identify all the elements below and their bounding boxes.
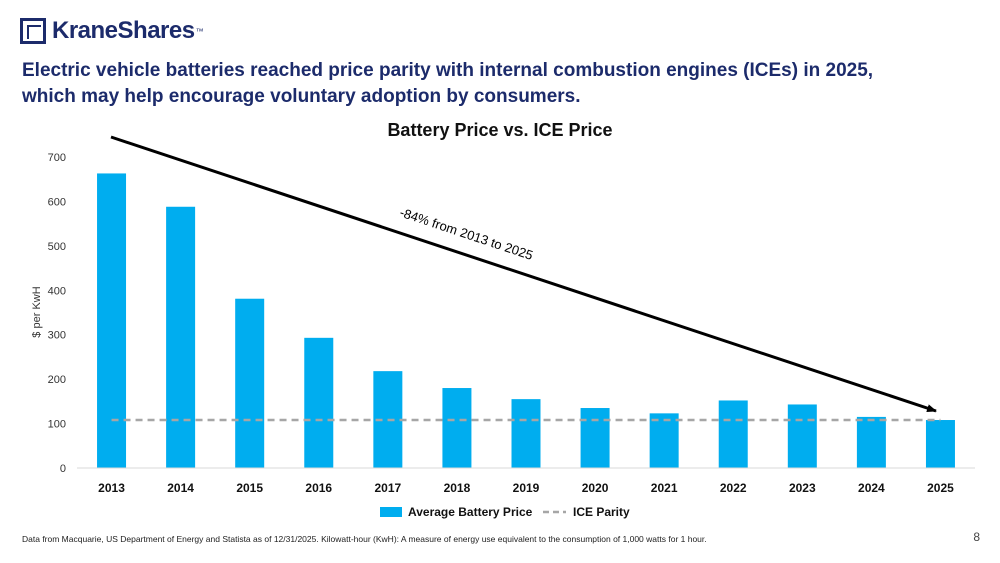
y-tick-label: 600: [48, 196, 66, 208]
x-tick-label: 2017: [374, 481, 401, 495]
bar-2018: [442, 388, 472, 468]
page-number: 8: [973, 530, 980, 544]
bar-2016: [304, 337, 334, 468]
kraneshares-logo: KraneShares ™: [20, 14, 204, 48]
legend-bar-label: Average Battery Price: [408, 505, 533, 519]
y-tick-label: 200: [48, 374, 66, 386]
y-tick-label: 400: [48, 285, 66, 297]
legend-bar-swatch: [380, 507, 402, 517]
y-tick-label: 700: [48, 152, 66, 164]
bar-2021: [649, 413, 679, 468]
x-tick-label: 2022: [720, 481, 747, 495]
y-axis-label: $ per KwH: [31, 286, 43, 337]
chart-title: Battery Price vs. ICE Price: [387, 120, 613, 140]
logo-text: KraneShares: [52, 17, 195, 44]
x-tick-label: 2014: [167, 481, 194, 495]
x-tick-label: 2015: [236, 481, 263, 495]
legend-parity-label: ICE Parity: [573, 505, 630, 519]
bar-2013: [97, 173, 127, 468]
x-tick-label: 2019: [513, 481, 540, 495]
bar-2023: [787, 404, 817, 468]
x-tick-label: 2024: [858, 481, 885, 495]
bar-2014: [166, 206, 196, 468]
bar-2025: [925, 420, 955, 468]
footnote: Data from Macquarie, US Department of En…: [22, 534, 707, 544]
y-tick-label: 0: [60, 463, 66, 475]
x-tick-label: 2025: [927, 481, 954, 495]
logo-trademark: ™: [195, 26, 204, 36]
y-tick-label: 500: [48, 241, 66, 253]
x-tick-label: 2013: [98, 481, 125, 495]
y-tick-label: 300: [48, 330, 66, 342]
x-tick-label: 2021: [651, 481, 678, 495]
y-tick-label: 100: [48, 419, 66, 431]
trend-arrow: [110, 135, 937, 413]
headline: Electric vehicle batteries reached price…: [22, 60, 874, 107]
bar-2015: [235, 298, 265, 468]
bar-2019: [511, 399, 541, 468]
bar-2024: [856, 416, 886, 468]
bar-2020: [580, 408, 610, 468]
x-tick-label: 2023: [789, 481, 816, 495]
x-tick-label: 2016: [305, 481, 332, 495]
x-tick-label: 2018: [444, 481, 471, 495]
bar-2022: [718, 400, 748, 468]
x-tick-label: 2020: [582, 481, 609, 495]
logo-mark-icon: [20, 18, 46, 44]
